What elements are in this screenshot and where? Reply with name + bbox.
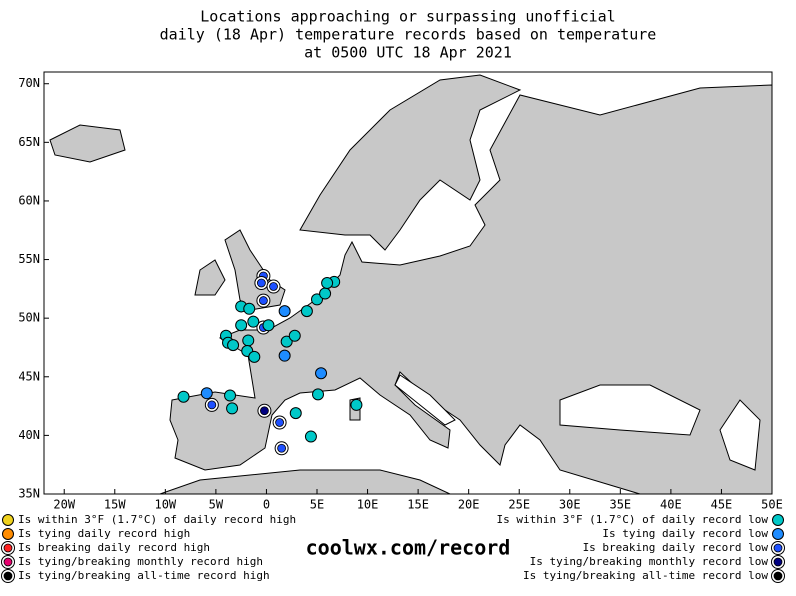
x-tick-label: 5E xyxy=(310,498,324,512)
location-marker xyxy=(177,390,190,403)
location-marker xyxy=(242,334,255,347)
location-marker xyxy=(248,350,261,363)
x-tick-label: 30E xyxy=(559,498,581,512)
location-marker xyxy=(312,388,325,401)
x-tick-label: 10W xyxy=(154,498,176,512)
x-tick-label: 25E xyxy=(508,498,530,512)
title-line: at 0500 UTC 18 Apr 2021 xyxy=(304,44,512,62)
location-marker-core xyxy=(207,400,217,410)
legend-label: Is breaking daily record high xyxy=(18,541,210,554)
location-marker xyxy=(200,387,213,400)
x-tick-label: 15W xyxy=(104,498,126,512)
legend-symbol xyxy=(772,528,784,540)
legend-symbol-core xyxy=(3,543,13,553)
y-tick-label: 50N xyxy=(18,311,40,325)
location-marker xyxy=(350,398,363,411)
y-tick-label: 45N xyxy=(18,369,40,383)
legend-symbol xyxy=(2,514,14,526)
x-tick-label: 35E xyxy=(609,498,631,512)
sea xyxy=(559,384,701,436)
location-marker xyxy=(315,367,328,380)
land xyxy=(299,74,522,251)
y-tick-label: 40N xyxy=(18,428,40,442)
site-label: coolwx.com/record xyxy=(306,536,511,560)
legend-symbol xyxy=(2,528,14,540)
x-tick-label: 50E xyxy=(761,498,783,512)
x-tick-label: 20E xyxy=(458,498,480,512)
location-marker xyxy=(300,305,313,318)
y-tick-label: 35N xyxy=(18,487,40,501)
title-line: daily (18 Apr) temperature records based… xyxy=(160,26,657,44)
sea xyxy=(394,374,456,426)
legend-label: Is tying/breaking monthly record high xyxy=(18,555,263,568)
legend-label: Is tying/breaking all-time record high xyxy=(18,569,270,582)
x-tick-label: 20W xyxy=(53,498,75,512)
location-marker xyxy=(289,407,302,420)
legend-label: Is tying/breaking all-time record low xyxy=(523,569,768,582)
legend-symbol-core xyxy=(773,571,783,581)
legend-label: Is tying daily record high xyxy=(18,527,190,540)
location-marker xyxy=(224,389,237,402)
location-marker xyxy=(304,430,317,443)
legend-symbol-core xyxy=(773,543,783,553)
x-tick-label: 40E xyxy=(660,498,682,512)
y-tick-label: 70N xyxy=(18,76,40,90)
legend-symbol xyxy=(772,514,784,526)
location-marker-core xyxy=(269,282,278,291)
location-marker-core xyxy=(259,296,268,305)
x-tick-label: 0 xyxy=(263,498,270,512)
land xyxy=(194,259,226,296)
sea xyxy=(719,399,761,471)
location-marker xyxy=(243,302,256,315)
legend-symbol-core xyxy=(3,571,13,581)
x-tick-label: 15E xyxy=(407,498,429,512)
x-tick-label: 5W xyxy=(209,498,224,512)
location-marker xyxy=(226,402,239,415)
location-marker-core xyxy=(256,278,266,288)
location-marker xyxy=(278,305,291,318)
y-tick-label: 60N xyxy=(18,193,40,207)
x-tick-label: 45E xyxy=(711,498,733,512)
legend-label: Is tying/breaking monthly record low xyxy=(530,555,769,568)
legend-label: Is within 3°F (1.7°C) of daily record hi… xyxy=(18,513,296,526)
location-marker xyxy=(235,319,248,332)
legend-label: Is within 3°F (1.7°C) of daily record lo… xyxy=(496,513,768,526)
location-marker xyxy=(278,349,291,362)
y-tick-label: 55N xyxy=(18,252,40,266)
basemap xyxy=(44,72,772,494)
y-tick-label: 65N xyxy=(18,135,40,149)
location-marker xyxy=(247,315,260,328)
location-marker xyxy=(311,293,323,306)
location-marker xyxy=(262,319,275,332)
location-marker xyxy=(227,339,240,352)
legend-label: Is tying daily record low xyxy=(602,527,768,540)
location-marker-core xyxy=(277,443,287,453)
location-marker xyxy=(288,329,301,342)
plot-frame xyxy=(43,71,773,495)
location-marker-core xyxy=(260,406,269,416)
location-marker-core xyxy=(275,418,284,427)
land xyxy=(49,124,126,163)
legend-symbol-core xyxy=(773,557,783,567)
location-marker xyxy=(319,287,332,300)
x-tick-label: 10E xyxy=(357,498,379,512)
legend-symbol-core xyxy=(3,557,13,567)
legend-label: Is breaking daily record low xyxy=(583,541,769,554)
land xyxy=(159,469,451,494)
title-line: Locations approaching or surpassing unof… xyxy=(200,8,615,26)
location-marker xyxy=(280,335,293,348)
location-marker xyxy=(321,277,334,289)
